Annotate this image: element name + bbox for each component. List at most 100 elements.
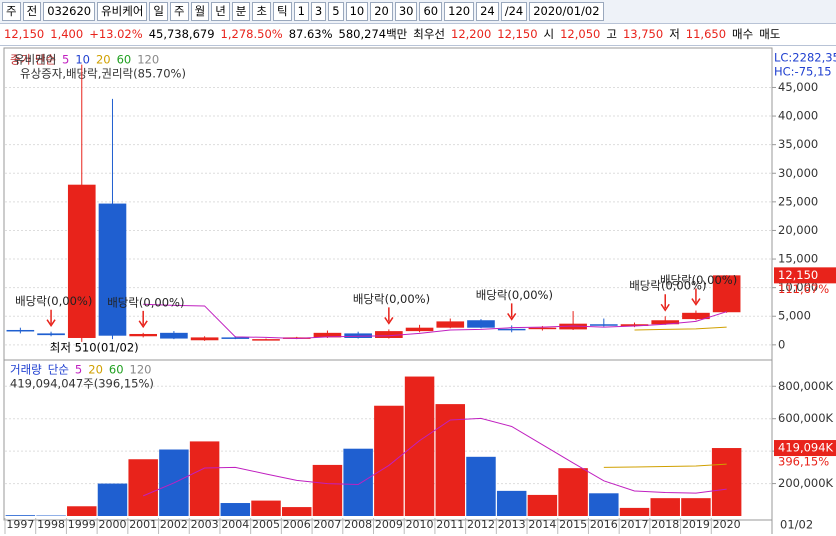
toolbar-item[interactable]: 10: [345, 2, 369, 21]
toolbar-item[interactable]: 20: [370, 2, 393, 21]
toolbar-item[interactable]: 032620: [43, 2, 96, 21]
last-label-bg: [774, 267, 836, 284]
candle-body: [712, 275, 741, 313]
annotation-arrow: [46, 309, 56, 328]
x-tick-label: 1998: [37, 518, 65, 531]
info-item: 11,650: [685, 27, 727, 41]
candle-body: [190, 337, 219, 341]
x-tick-label: 1999: [68, 518, 96, 531]
volume-bar: [67, 506, 97, 516]
legend-entry: 120: [137, 53, 159, 67]
toolbar-item[interactable]: 1: [293, 2, 309, 21]
toolbar-item[interactable]: 주: [2, 2, 21, 21]
volume-bar: [97, 483, 128, 516]
toolbar-item[interactable]: 유비케어: [97, 2, 148, 21]
info-bar: 12,150 1,400 +13.02% 45,738,679 1,278.50% 87.…: [0, 24, 836, 46]
candle-body: [252, 339, 280, 341]
toolbar-item[interactable]: 60: [419, 2, 443, 21]
x-tick-label: 2000: [98, 518, 126, 531]
toolbar-item[interactable]: 전: [22, 2, 42, 21]
annotation: 배당락(0,00%): [107, 295, 184, 309]
candle-body: [620, 324, 649, 326]
toolbar-item[interactable]: 분: [231, 2, 251, 21]
info-item: 87.63%: [288, 27, 333, 41]
toolbar-item[interactable]: 120: [444, 2, 475, 21]
y-tick-label: 5,000: [778, 309, 811, 323]
y-tick-label: 35,000: [778, 137, 818, 151]
toolbar-item[interactable]: 주: [170, 2, 189, 21]
note: 유상증자,배당락,권리락(85.70%): [20, 67, 186, 81]
legend-entry: 60: [117, 53, 132, 67]
volume-bar: [435, 404, 466, 516]
toolbar-item[interactable]: 초: [252, 2, 271, 21]
toolbar-item[interactable]: 월: [190, 2, 210, 21]
candle-body: [6, 329, 35, 332]
annotation: 배당락(0,00%): [15, 294, 92, 308]
toolbar-item[interactable]: 2020/01/02: [529, 2, 604, 21]
info-item: 45,738,679: [148, 27, 215, 41]
toolbar-item[interactable]: 5: [328, 2, 344, 21]
candle-body: [405, 327, 434, 332]
x-tick-label: 2008: [344, 518, 372, 531]
moving-average: [634, 326, 727, 331]
candle-body: [651, 320, 680, 325]
toolbar-item[interactable]: 일: [149, 2, 169, 21]
candle-body: [98, 203, 127, 336]
info-item: 13,750: [622, 27, 664, 41]
toolbar-item[interactable]: 년: [211, 2, 230, 21]
candle-body: [682, 312, 710, 320]
candle-body: [497, 328, 526, 331]
x-tick-label: 2011: [436, 518, 464, 531]
toolbar-item[interactable]: 30: [394, 2, 418, 21]
annotation: 배당락(0,00%): [629, 279, 706, 293]
x-tick-label: 2007: [313, 518, 341, 531]
y-tick-label: 800,000K: [778, 379, 834, 393]
volume-bar: [558, 468, 588, 516]
volume-bar: [5, 515, 36, 516]
info-item: 1,278.50%: [220, 27, 283, 41]
legend-entry: 20: [96, 53, 111, 67]
legend-entry: 10: [75, 53, 90, 67]
info-item: 고: [606, 27, 617, 41]
x-end-label: 01/02: [780, 518, 813, 532]
x-tick-label: 2010: [406, 518, 434, 531]
toolbar-item[interactable]: 3: [310, 2, 327, 21]
volume-bar: [220, 503, 251, 516]
info-item: 12,200: [451, 27, 492, 41]
volume-bar: [128, 459, 158, 516]
toolbar-item[interactable]: 틱: [272, 2, 292, 21]
x-tick-label: 2004: [221, 518, 249, 531]
x-tick-label: 2015: [559, 518, 587, 531]
volume-bar: [496, 490, 527, 516]
candle-body: [313, 332, 342, 338]
moving-average: [143, 303, 727, 340]
candle-body: [559, 323, 587, 330]
x-tick-label: 2009: [375, 518, 403, 531]
volume-bar: [466, 456, 496, 516]
info-item: 저: [669, 27, 680, 41]
note: HC:-75,15: [774, 65, 832, 79]
chart-name: 유비케어: [14, 53, 56, 67]
volume-bar: [374, 405, 404, 516]
info-item: +13.02%: [89, 27, 143, 41]
volume-bar: [189, 441, 220, 516]
info-item: 12,050: [560, 27, 601, 41]
y-tick-label: 0: [778, 337, 785, 351]
annotation: 배당락(0,00%): [476, 288, 553, 302]
volume-bar: [527, 494, 558, 516]
toolbar-item[interactable]: 24: [476, 2, 499, 21]
volume-bar: [650, 498, 680, 516]
x-tick-label: 2001: [129, 518, 157, 531]
note: 419,094,047주(396,15%): [10, 377, 154, 391]
last-pct-label: 396,15%: [778, 455, 829, 469]
toolbar-item[interactable]: /24: [500, 2, 528, 21]
y-tick-label: 25,000: [778, 194, 818, 208]
volume-bar: [589, 493, 619, 516]
last-pct-label: 111,67%: [778, 282, 829, 296]
annotation-arrow: [138, 310, 148, 329]
x-tick-label: 2016: [590, 518, 618, 531]
x-tick-label: 2003: [191, 518, 219, 531]
volume-bar: [343, 448, 373, 516]
candle-body: [129, 333, 158, 337]
